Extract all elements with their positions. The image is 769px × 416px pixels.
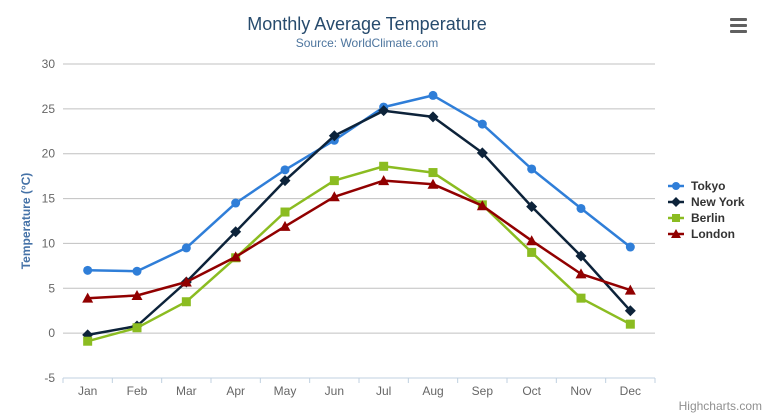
data-point-berlin-jan[interactable] [83,336,93,346]
data-point-tokyo-feb[interactable] [132,266,142,276]
legend-marker [671,197,681,207]
y-axis-label: 15 [42,192,56,206]
x-axis-label: Feb [127,384,148,398]
data-point-london-feb[interactable] [131,289,143,300]
y-axis-label: 10 [42,236,56,250]
y-axis-label: 5 [48,281,55,295]
legend-item-berlin[interactable]: Berlin [666,210,745,226]
data-point-new-york-aug[interactable] [427,111,439,123]
credits-link[interactable]: Highcharts.com [678,399,762,413]
series-tokyo [83,90,635,276]
data-point-tokyo-oct[interactable] [527,164,537,174]
data-point-new-york-jun[interactable] [328,130,340,142]
data-point-new-york-jul[interactable] [378,105,390,117]
data-point-london-may[interactable] [279,220,291,231]
x-axis-label: Jul [376,384,391,398]
data-point-tokyo-nov[interactable] [576,203,586,213]
y-axis-label: 30 [42,57,56,71]
series-new-york [82,105,636,341]
legend-item-new-york[interactable]: New York [666,194,745,210]
y-axis-label: 25 [42,102,56,116]
y-axis-label: 20 [42,147,56,161]
y-axis-label: -5 [44,371,55,385]
legend-item-label: Berlin [691,211,726,225]
data-point-tokyo-mar[interactable] [181,243,191,253]
data-point-london-sep[interactable] [476,200,488,211]
legend-marker [672,214,680,222]
series-line-berlin[interactable] [86,165,632,343]
x-axis-label: Jan [78,384,97,398]
data-point-new-york-apr[interactable] [230,226,242,238]
data-point-london-apr[interactable] [230,251,242,262]
legend-item-label: Tokyo [691,179,726,193]
data-point-london-nov[interactable] [575,268,587,279]
data-point-new-york-dec[interactable] [624,305,636,317]
series-line-london[interactable] [86,179,632,300]
data-point-berlin-jul[interactable] [379,161,389,171]
series-berlin [83,161,635,346]
data-point-tokyo-sep[interactable] [477,119,487,129]
data-point-london-oct[interactable] [526,235,538,246]
circle-marker-icon [668,182,684,190]
x-axis-label: Nov [570,384,591,398]
data-point-new-york-nov[interactable] [575,250,587,262]
legend-marker [672,182,680,190]
data-point-tokyo-apr[interactable] [231,198,241,208]
hamburger-icon [730,18,747,21]
series-line-tokyo[interactable] [86,94,632,273]
data-point-new-york-oct[interactable] [526,201,538,213]
legend-item-london[interactable]: London [666,226,745,242]
data-point-london-jul[interactable] [378,175,390,186]
hamburger-icon [730,24,747,27]
legend-marker [671,229,681,238]
y-axis-title: Temperature (°C) [19,173,33,270]
data-point-berlin-feb[interactable] [132,323,142,333]
legend-item-tokyo[interactable]: Tokyo [666,178,745,194]
series-line-new-york[interactable] [86,109,632,337]
data-point-london-jun[interactable] [328,191,340,202]
data-point-berlin-oct[interactable] [527,247,537,257]
data-point-berlin-dec[interactable] [625,319,635,329]
x-axis-label: Mar [176,384,197,398]
x-axis-label: Apr [226,384,245,398]
data-point-tokyo-dec[interactable] [625,242,635,252]
x-axis-label: May [274,384,297,398]
series-london [82,175,636,303]
y-axis-label: 0 [48,326,55,340]
legend-item-label: New York [691,195,745,209]
hamburger-icon [730,30,747,33]
data-point-new-york-sep[interactable] [476,147,488,159]
data-point-tokyo-aug[interactable] [428,90,438,100]
triangle-marker-icon [668,229,684,238]
data-point-berlin-jun[interactable] [329,176,339,186]
chart-title: Monthly Average Temperature [247,14,487,34]
data-point-berlin-aug[interactable] [428,168,438,178]
data-point-tokyo-may[interactable] [280,165,290,175]
x-axis-label: Dec [620,384,641,398]
x-axis-label: Sep [472,384,494,398]
x-axis-label: Oct [522,384,541,398]
data-point-new-york-may[interactable] [279,175,291,187]
data-point-berlin-mar[interactable] [181,297,191,307]
data-point-london-jan[interactable] [82,292,94,303]
square-marker-icon [668,214,684,222]
data-point-berlin-may[interactable] [280,207,290,217]
data-point-berlin-nov[interactable] [576,293,586,303]
diamond-marker-icon [668,197,684,207]
legend-item-label: London [691,227,735,241]
x-axis-label: Aug [422,384,443,398]
legend: Tokyo New York Berlin London [666,178,745,242]
export-menu-button[interactable] [730,18,747,36]
x-axis-label: Jun [325,384,344,398]
data-point-london-mar[interactable] [180,276,192,287]
data-point-tokyo-jan[interactable] [83,265,93,275]
chart-subtitle: Source: WorldClimate.com [295,36,439,50]
data-point-london-dec[interactable] [624,284,636,295]
data-point-london-aug[interactable] [427,178,439,189]
